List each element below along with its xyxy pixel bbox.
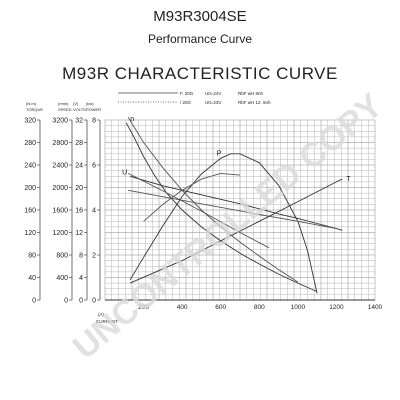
- y-axis-label: VOLTS: [73, 107, 86, 112]
- y-tick-label: 2800: [52, 140, 68, 147]
- series-curve-U: [129, 175, 343, 231]
- y-tick-label: 1600: [52, 208, 68, 215]
- y-axis-unit: (kw): [86, 101, 94, 106]
- chart-legend: F. 20G U0=24V RbF wH 8nh / 20G U0=23V RbF wH …: [118, 91, 271, 105]
- y-tick-label: 4: [92, 208, 96, 215]
- y-tick-label: 400: [56, 275, 68, 282]
- x-tick-label: 200: [138, 304, 149, 311]
- series-curve-T: [129, 178, 343, 284]
- y-axis-unit: (N m): [26, 101, 37, 106]
- y-tick-label: 120: [24, 230, 36, 237]
- chart-series: n U P T: [122, 116, 351, 294]
- y-tick-label: 2: [92, 253, 96, 260]
- series-curve-7: [127, 116, 299, 283]
- y-tick-label: 0: [79, 298, 83, 305]
- series-curve-n: [125, 122, 318, 293]
- series-curve-6: [143, 172, 241, 222]
- y-tick-label: 8: [79, 253, 83, 260]
- curve-label-U: U: [122, 169, 127, 176]
- y-tick-label: 80: [28, 253, 36, 260]
- curve-label-n: n: [130, 116, 134, 123]
- y-tick-label: 280: [24, 140, 36, 147]
- x-tick-label: 600: [215, 304, 226, 311]
- y-axis-unit: (rmin): [58, 101, 69, 106]
- x-axis-unit: (A): [98, 312, 105, 317]
- series-curve-5: [127, 172, 270, 249]
- y-axis-label: SPEED: [58, 107, 72, 112]
- y-tick-label: 1200: [52, 230, 68, 237]
- curve-label-P: P: [217, 150, 222, 157]
- y-axis-unit: (V): [73, 101, 79, 106]
- curve-label-T: T: [346, 176, 351, 183]
- y-tick-label: 320: [24, 118, 36, 125]
- y-tick-label: 20: [75, 185, 83, 192]
- y-tick-label: 0: [64, 298, 68, 305]
- legend-rbf-0: RbF wH 8nh: [238, 91, 264, 96]
- watermark: UNCONTROLLED COPY: [66, 86, 390, 367]
- y-tick-label: 3200: [52, 118, 68, 125]
- chart-axes: 200 400 600 800 1000 1200 1400(A)CURRENT(N m)T…: [24, 101, 382, 324]
- y-tick-label: 28: [75, 140, 83, 147]
- y-tick-label: 0: [92, 298, 96, 305]
- x-tick-label: 1200: [329, 304, 344, 311]
- y-tick-label: 40: [28, 275, 36, 282]
- y-tick-label: 2400: [52, 163, 68, 170]
- y-axis-label: POWER: [86, 107, 101, 112]
- legend-text-1: / 20G: [180, 100, 192, 105]
- legend-spec-1: U0=23V: [205, 100, 221, 105]
- y-tick-label: 800: [56, 253, 68, 260]
- y-axis-label: TORQUE: [26, 107, 43, 112]
- x-tick-label: 400: [177, 304, 188, 311]
- x-axis-label: CURRENT: [96, 319, 118, 324]
- y-tick-label: 160: [24, 208, 36, 215]
- y-tick-label: 24: [75, 163, 83, 170]
- x-tick-label: 800: [254, 304, 265, 311]
- x-tick-label: 1000: [291, 304, 306, 311]
- y-tick-label: 0: [32, 298, 36, 305]
- y-tick-label: 200: [24, 185, 36, 192]
- legend-rbf-1: RbF wH 12. 5nh: [238, 100, 271, 105]
- x-tick-label: 1400: [368, 304, 383, 311]
- y-tick-label: 6: [92, 163, 96, 170]
- series-curve-4: [128, 189, 337, 230]
- legend-spec-0: U0=24V: [205, 91, 221, 96]
- legend-text-0: F. 20G: [180, 91, 194, 96]
- chart-title: M93R CHARACTERISTIC CURVE: [62, 64, 338, 83]
- y-tick-label: 4: [79, 275, 83, 282]
- y-tick-label: 32: [75, 118, 83, 125]
- y-tick-label: 2000: [52, 185, 68, 192]
- y-tick-label: 240: [24, 163, 36, 170]
- chart-subtitle: Performance Curve: [147, 32, 253, 46]
- model-number: M93R3004SE: [153, 8, 247, 25]
- y-tick-label: 12: [75, 230, 83, 237]
- watermark-text: UNCONTROLLED COPY: [66, 86, 390, 367]
- y-tick-label: 8: [92, 118, 96, 125]
- y-tick-label: 16: [75, 208, 83, 215]
